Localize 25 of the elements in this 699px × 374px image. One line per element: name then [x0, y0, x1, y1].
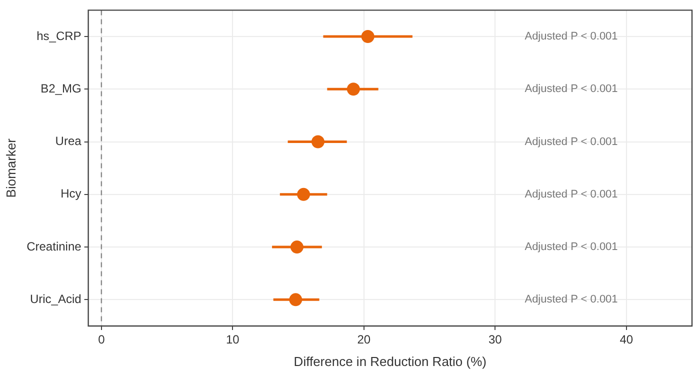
- point: [311, 135, 324, 148]
- annotation: Adjusted P < 0.001: [524, 294, 618, 306]
- y-tick-label: Urea: [55, 134, 82, 148]
- y-tick-label: B2_MG: [40, 81, 82, 96]
- point: [289, 293, 302, 306]
- x-tick-label: 30: [488, 332, 502, 347]
- annotation: Adjusted P < 0.001: [524, 83, 618, 96]
- x-axis-title: Difference in Reduction Ratio (%): [294, 354, 486, 369]
- point: [346, 82, 360, 96]
- x-tick-label: 0: [98, 332, 106, 347]
- annotation: Adjusted P < 0.001: [524, 136, 618, 148]
- y-axis-title: Biomarker: [3, 138, 18, 198]
- x-tick-label: 40: [620, 332, 634, 347]
- y-tick-label: Uric_Acid: [30, 292, 82, 306]
- point: [361, 30, 374, 44]
- annotation: Adjusted P < 0.001: [524, 241, 618, 254]
- annotation: Adjusted P < 0.001: [524, 30, 618, 43]
- annotation: Adjusted P < 0.001: [524, 188, 618, 200]
- y-tick-label: Hcy: [60, 186, 82, 201]
- point: [290, 240, 304, 254]
- y-tick-label: hs_CRP: [36, 28, 82, 43]
- y-tick-label: Creatinine: [26, 239, 82, 254]
- x-tick-label: 10: [226, 332, 240, 347]
- point: [297, 188, 310, 201]
- x-tick-label: 20: [357, 332, 371, 347]
